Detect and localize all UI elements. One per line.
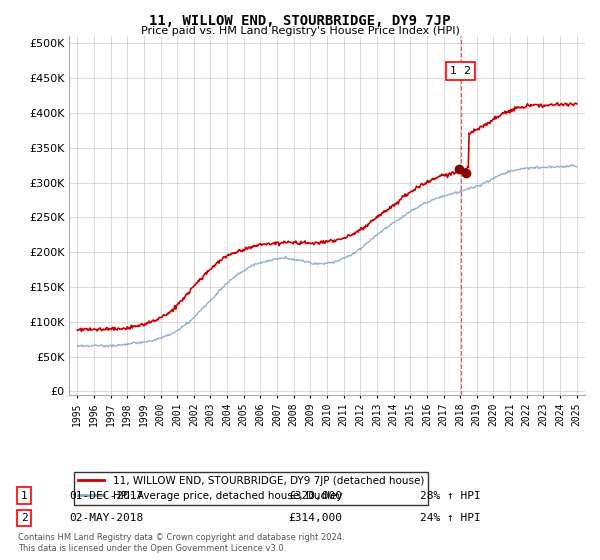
- Text: £320,000: £320,000: [288, 491, 342, 501]
- Text: 01-DEC-2017: 01-DEC-2017: [69, 491, 143, 501]
- Text: 28% ↑ HPI: 28% ↑ HPI: [420, 491, 481, 501]
- Text: 1: 1: [20, 491, 28, 501]
- Text: 24% ↑ HPI: 24% ↑ HPI: [420, 513, 481, 523]
- Text: 11, WILLOW END, STOURBRIDGE, DY9 7JP: 11, WILLOW END, STOURBRIDGE, DY9 7JP: [149, 14, 451, 28]
- Text: 1  2: 1 2: [449, 66, 471, 76]
- Text: 2: 2: [20, 513, 28, 523]
- Text: Price paid vs. HM Land Registry's House Price Index (HPI): Price paid vs. HM Land Registry's House …: [140, 26, 460, 36]
- Text: Contains HM Land Registry data © Crown copyright and database right 2024.
This d: Contains HM Land Registry data © Crown c…: [18, 533, 344, 553]
- Text: 02-MAY-2018: 02-MAY-2018: [69, 513, 143, 523]
- Text: £314,000: £314,000: [288, 513, 342, 523]
- Legend: 11, WILLOW END, STOURBRIDGE, DY9 7JP (detached house), HPI: Average price, detac: 11, WILLOW END, STOURBRIDGE, DY9 7JP (de…: [74, 472, 428, 505]
